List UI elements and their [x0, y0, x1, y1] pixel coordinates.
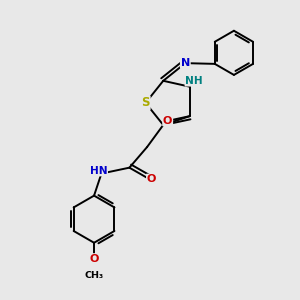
Text: O: O	[163, 116, 172, 126]
Text: N: N	[181, 58, 190, 68]
Text: CH₃: CH₃	[85, 271, 104, 280]
Text: HN: HN	[90, 166, 107, 176]
Text: O: O	[147, 174, 156, 184]
Text: S: S	[141, 96, 150, 110]
Text: NH: NH	[185, 76, 203, 86]
Text: O: O	[89, 254, 99, 264]
